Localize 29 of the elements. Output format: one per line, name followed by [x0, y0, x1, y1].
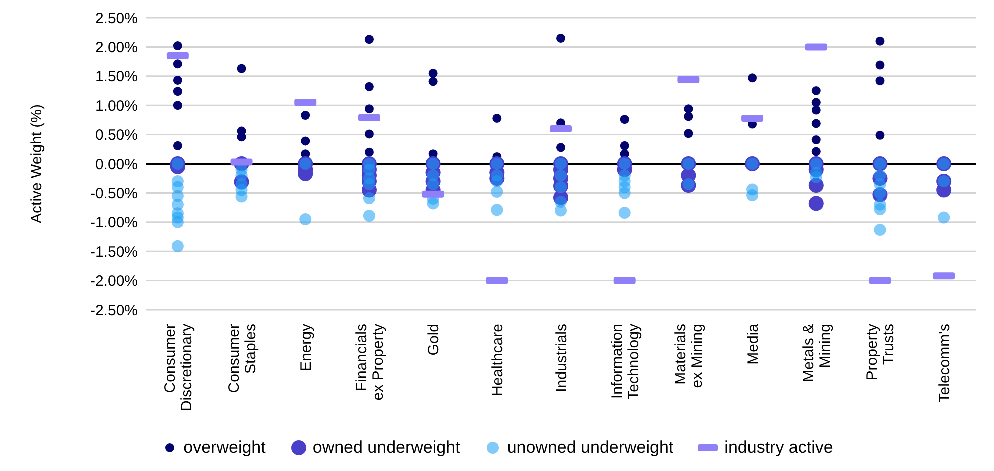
y-tick-label: 0.50% [95, 127, 138, 144]
x-tick-label: Telecomm's [936, 324, 954, 403]
y-tick-label: 1.00% [95, 98, 138, 115]
x-tick-label: Property Trusts [864, 324, 898, 381]
x-tick-label: Gold [426, 324, 443, 356]
y-tick-label: -2.50% [90, 302, 138, 320]
x-tick-label: Media [744, 323, 762, 365]
y-tick-label: -1.00% [90, 214, 138, 232]
y-tick-label: 2.50% [95, 10, 138, 28]
x-tick-label: Financials ex Property [353, 324, 387, 401]
x-tick-label: Industrials [553, 324, 570, 392]
y-tick-label: 0.00% [95, 156, 138, 174]
x-tick-label: Information Technology [608, 324, 642, 400]
x-tick-label: Energy [298, 324, 315, 372]
x-tick-label: Metals & Mining [800, 324, 834, 382]
legend-label: industry active [724, 438, 834, 458]
y-tick-label: -1.50% [90, 244, 138, 261]
y-tick-label: 1.50% [95, 68, 138, 86]
y-tick-label: 2.00% [95, 40, 138, 57]
x-tick-label: Materials ex Mining [672, 324, 706, 388]
legend-label: owned underweight [312, 438, 460, 458]
legend-label: unowned underweight [507, 438, 674, 458]
legend-label: overweight [184, 438, 266, 458]
y-tick-label: -0.50% [90, 186, 138, 203]
y-tick-label: -2.00% [90, 273, 138, 290]
x-tick-label: Consumer Staples [226, 324, 260, 394]
x-tick-label: Healthcare [489, 324, 506, 397]
x-tick-label: Consumer Discretionary [162, 324, 196, 412]
y-axis-title: Active Weight (%) [28, 104, 46, 224]
